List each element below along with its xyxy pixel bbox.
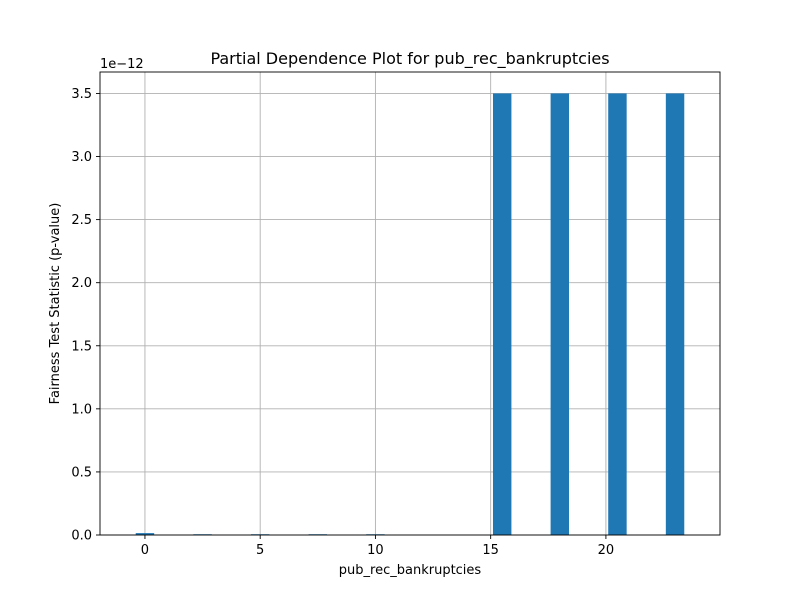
- x-tick-label: 5: [256, 543, 264, 558]
- chart-title: Partial Dependence Plot for pub_rec_bank…: [210, 49, 609, 69]
- y-tick-label: 1.0: [71, 402, 92, 417]
- x-tick-label: 0: [141, 543, 149, 558]
- bar: [608, 93, 627, 535]
- y-tick-label: 2.0: [71, 276, 92, 291]
- y-axis-offset-text: 1e−12: [100, 57, 144, 72]
- x-tick-label: 10: [367, 543, 384, 558]
- axes-frame: [99, 71, 721, 536]
- x-axis-ticks: 0 5 10 15 20: [141, 535, 614, 558]
- bar: [135, 533, 155, 535]
- y-tick-label: 3.5: [71, 87, 92, 102]
- y-axis-ticks: 0.0 0.5 1.0 1.5 2.0 2.5 3.0 3.5: [71, 87, 100, 544]
- bar: [665, 93, 685, 535]
- y-tick-label: 1.5: [71, 339, 92, 354]
- x-tick-label: 15: [482, 543, 499, 558]
- bar: [492, 93, 512, 535]
- bar: [550, 93, 570, 535]
- x-tick-label: 20: [598, 543, 615, 558]
- y-axis-label: Fairness Test Statistic (p-value): [48, 203, 63, 405]
- y-tick-label: 0.0: [71, 529, 92, 544]
- y-tick-label: 2.5: [71, 213, 92, 228]
- x-axis-label: pub_rec_bankruptcies: [339, 563, 482, 578]
- y-tick-label: 3.0: [71, 150, 92, 165]
- bars: [135, 93, 685, 535]
- y-tick-label: 0.5: [71, 465, 92, 480]
